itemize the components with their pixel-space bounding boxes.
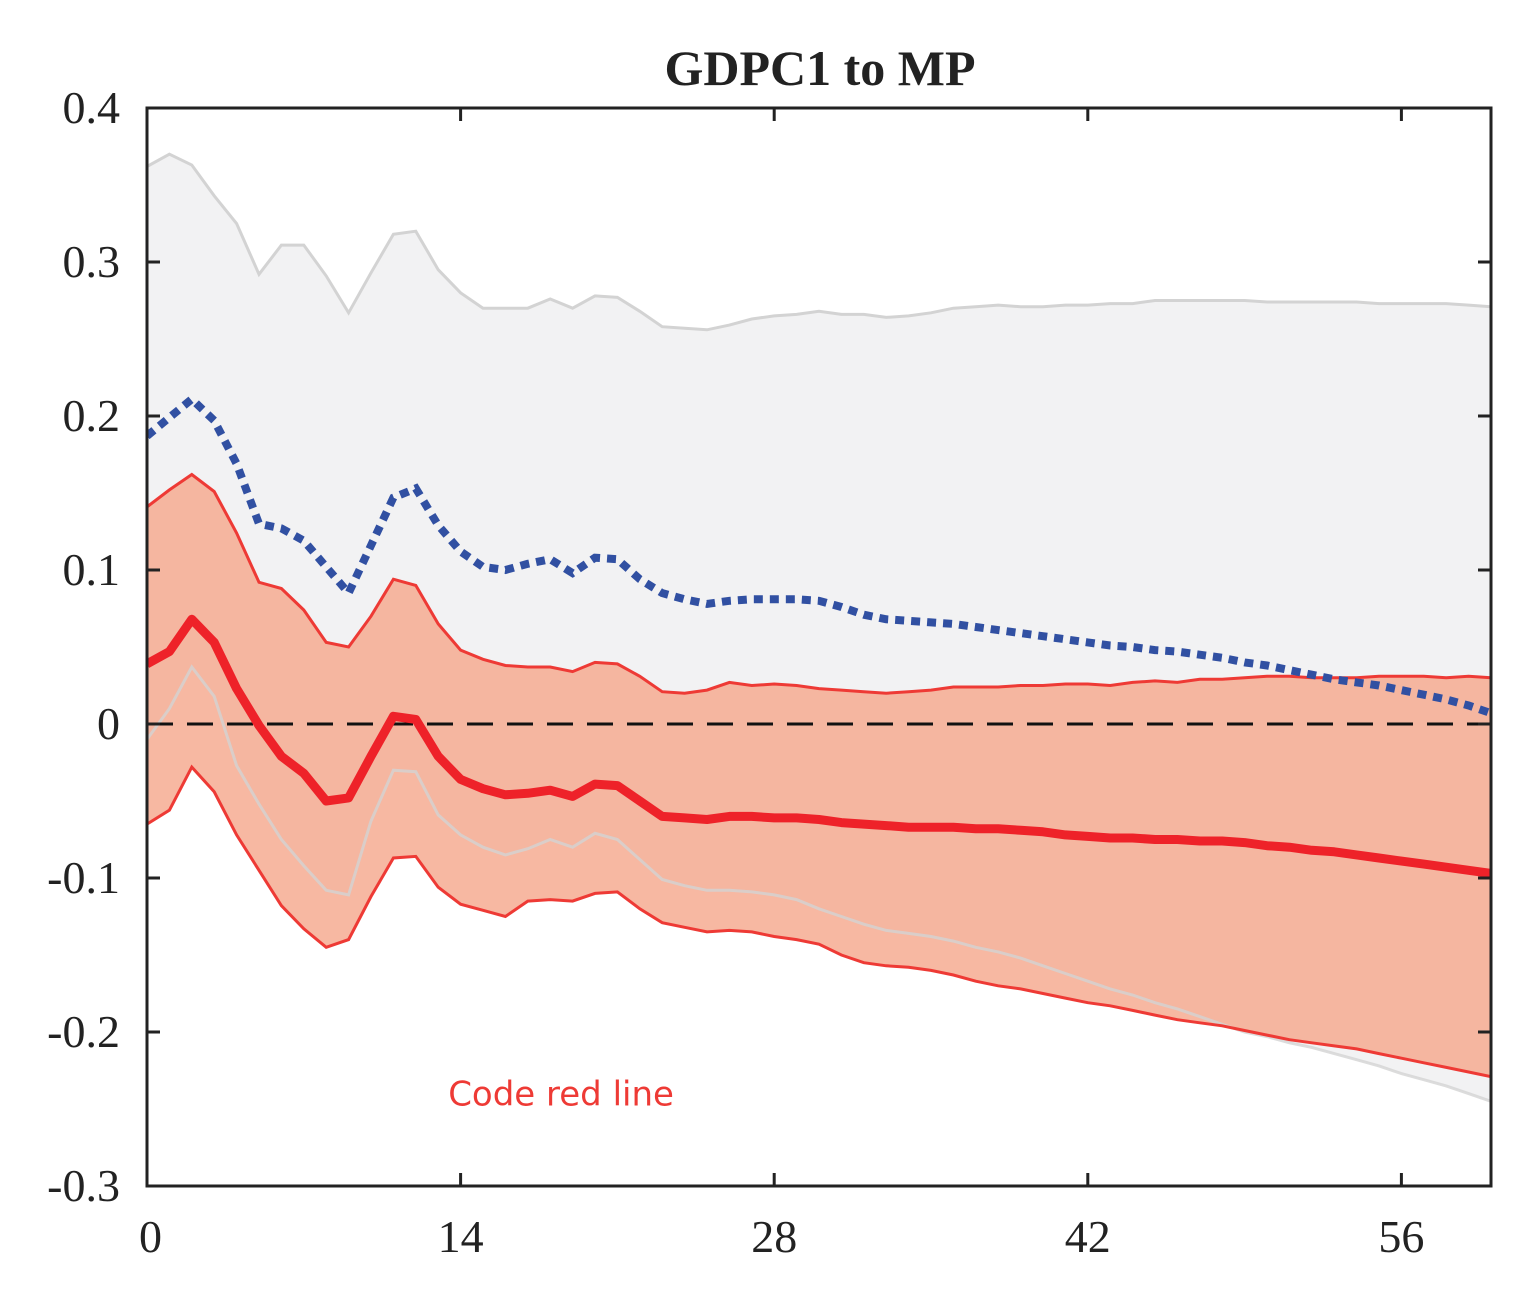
grey-band-upper-line [147, 152, 1491, 332]
axes: 0 14 28 42 56 0.4 0.3 0.2 0.1 0 -0.1 -0.2 -0.3 [47, 82, 1493, 1262]
chart-title: GDPC1 to MP [664, 40, 975, 96]
x-tick-label: 14 [438, 1211, 484, 1262]
x-tick-label: 42 [1065, 1211, 1111, 1262]
y-tick-label: 0 [97, 698, 120, 749]
y-tick-label: -0.2 [47, 1006, 120, 1057]
y-tick-label: 0.2 [63, 390, 121, 441]
blue-dotted-line [147, 393, 1491, 717]
red-median-line [147, 614, 1491, 878]
y-tick-label: 0.3 [63, 236, 121, 287]
red-band-lower-line [147, 764, 1491, 1079]
y-tick-label: 0.4 [63, 82, 121, 133]
plot-content [147, 152, 1491, 1103]
annotation-code-red-line: Code red line [448, 1075, 674, 1115]
red-band-area [147, 474, 1491, 1077]
y-tick-label: -0.1 [47, 852, 120, 903]
plot-area: Code red line [147, 152, 1491, 1115]
y-tick-label: 0.1 [63, 544, 121, 595]
x-tick-label: 56 [1378, 1211, 1424, 1262]
axes-frame [145, 106, 1493, 1188]
x-tick-label: 0 [139, 1211, 162, 1262]
y-tick-label: -0.3 [47, 1160, 120, 1211]
x-tick-label: 28 [751, 1211, 797, 1262]
red-band-upper-line [147, 472, 1491, 695]
